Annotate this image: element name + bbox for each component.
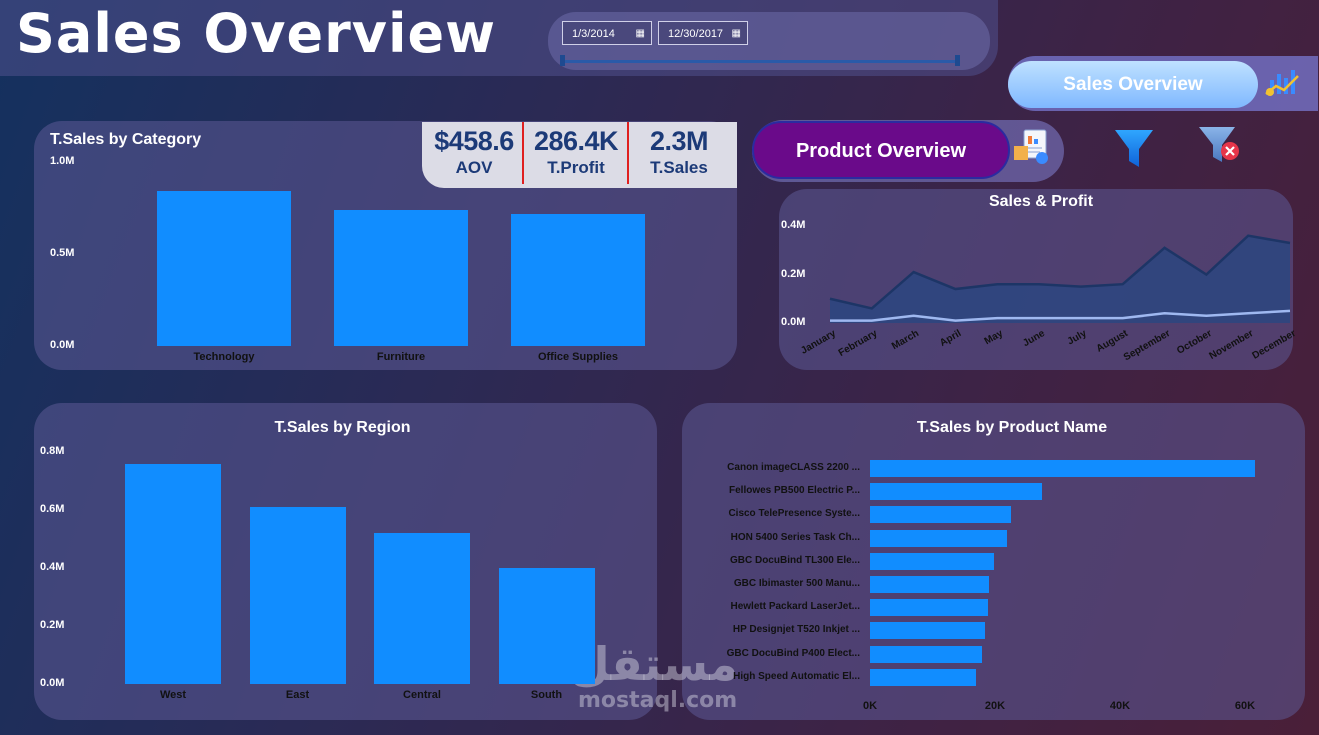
watermark-latin: mostaql.com [578,688,738,713]
product-label: HON 5400 Series Task Ch... [730,531,860,543]
bar [870,599,988,617]
y-tick-label: 0.0M [781,316,806,328]
y-tick-label: 0.0M [40,677,65,689]
x-tick-label: 60K [1234,700,1256,712]
product-label: GBC DocuBind P400 Elect... [726,647,860,659]
y-tick-label: 0.0M [50,339,75,351]
page-title: Sales Overview [16,2,496,65]
slider-start-handle[interactable] [560,55,565,66]
product-label: Hewlett Packard LaserJet... [730,601,860,613]
sales-chart-icon [1265,70,1299,96]
y-tick-label: 0.4M [781,219,806,231]
product-label: High Speed Automatic El... [733,670,860,682]
product-label: HP Designjet T520 Inkjet ... [732,624,860,636]
y-tick-label: 0.5M [50,247,75,259]
kpi-divider [627,122,629,184]
x-tick-label: 40K [1109,700,1131,712]
bar [870,460,1255,477]
y-tick-label: 1.0M [50,155,75,167]
y-tick-label: 0.6M [40,503,65,515]
x-tick-label: Office Supplies [537,351,619,363]
bar [498,568,595,684]
kpi-profit-value: 286.4K [533,126,619,156]
date-range-slider[interactable] [562,60,958,63]
x-tick-label: Furniture [376,351,426,363]
kpi-profit-label: T.Profit [547,158,605,177]
profit-line [830,309,1291,322]
kpi-aov-label: AOV [455,158,493,177]
kpi-sales: 2.3M T.Sales [627,122,731,188]
calendar-icon[interactable]: ▦ [635,28,645,39]
x-tick-label: East [285,689,310,701]
x-tick-label: South [530,689,563,701]
calendar-icon[interactable]: ▦ [731,28,741,39]
bar [870,506,1012,524]
product-report-icon [1014,129,1048,164]
slider-end-handle[interactable] [955,55,960,66]
product-label: GBC Ibimaster 500 Manu... [733,578,860,589]
kpi-sales-value: 2.3M [649,126,709,156]
bar [334,209,468,346]
y-tick-label: 0.4M [40,561,65,573]
bar [870,622,985,640]
product-chart-title: T.Sales by Product Name [916,419,1108,436]
kpi-profit: 286.4K T.Profit [524,122,628,188]
kpi-aov: $458.6 AOV [422,122,526,188]
y-tick-label: 0.2M [40,619,65,631]
start-date-value: 1/3/2014 [572,28,615,40]
bar [870,483,1042,501]
kpi-divider [522,122,524,184]
watermark: مستقل mostaql.com [569,637,738,713]
x-tick-label: 0K [862,700,878,712]
x-tick-label: Technology [193,351,255,363]
end-date-value: 12/30/2017 [668,28,724,40]
kpi-sales-label: T.Sales [650,158,708,177]
watermark-arabic: مستقل [569,637,738,691]
y-tick-label: 0.8M [40,445,65,457]
clear-filter-icon[interactable] [1196,124,1242,170]
region-chart-title: T.Sales by Region [274,419,411,436]
end-date-input[interactable]: 12/30/2017 ▦ [658,21,748,45]
product-overview-button[interactable]: Product Overview [752,121,1010,179]
y-tick-label: 0.2M [781,267,806,280]
bar [870,668,977,686]
bar [870,576,989,593]
bar [249,507,346,684]
bar [870,552,994,570]
bar [870,529,1007,547]
product-label: Canon imageCLASS 2200 ... [727,462,860,473]
x-tick-label: 20K [984,700,1006,712]
sales-line [829,234,1291,310]
bar [125,463,221,684]
x-tick-label: Central [403,689,441,701]
product-label: Cisco TelePresence Syste... [728,508,860,520]
category-chart-title: T.Sales by Category [50,131,202,148]
sales-overview-button[interactable]: Sales Overview [1008,61,1258,108]
product-label: Fellowes PB500 Electric P... [729,485,860,497]
bar [374,533,470,684]
bar [157,191,291,346]
bar [511,213,645,346]
start-date-input[interactable]: 1/3/2014 ▦ [562,21,652,45]
sales-profit-title: Sales & Profit [988,193,1094,210]
product-label: GBC DocuBind TL300 Ele... [729,554,860,566]
bar [870,645,982,663]
kpi-aov-value: $458.6 [434,126,514,156]
filter-icon[interactable] [1112,127,1156,171]
x-tick-label: West [159,689,187,701]
kpi-card: $458.6 AOV 286.4K T.Profit 2.3M T.Sales [422,122,737,188]
sales-area [830,235,1290,323]
